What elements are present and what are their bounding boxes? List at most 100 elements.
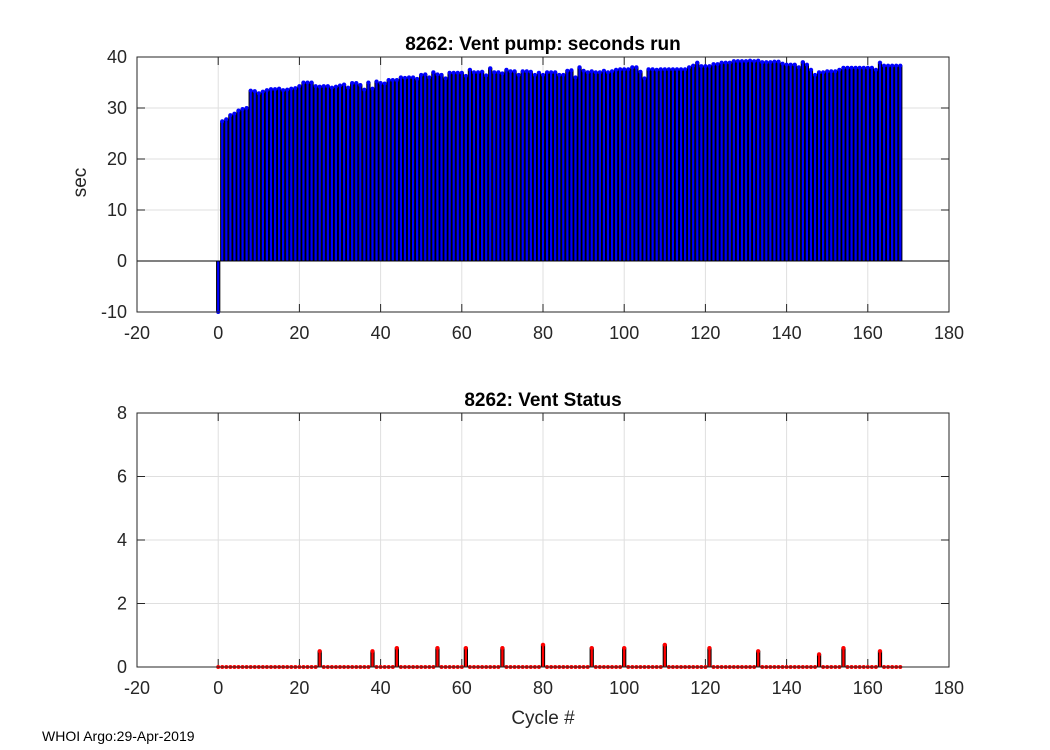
data-point [358,83,363,88]
bar [439,74,444,262]
data-point [573,75,578,80]
data-point [260,89,265,94]
bar [756,650,761,668]
bar [471,71,477,262]
data-point [435,72,440,77]
bar [699,65,704,262]
data-point [561,72,566,77]
data-point [817,70,822,75]
bar [354,82,359,262]
data-point [321,84,326,89]
data-point [581,68,586,73]
data-point [727,60,732,65]
bar [443,77,448,262]
data-point [739,59,744,64]
bar [792,64,797,262]
data-point [780,61,785,66]
data-point [220,119,225,124]
data-point [699,64,704,69]
data-point [378,81,383,86]
bar [853,67,858,262]
bar [869,67,874,262]
data-point [463,73,468,78]
x-tick-label: 20 [289,678,309,698]
data-point [317,649,322,654]
bar [317,650,322,668]
bar [796,66,801,262]
bar [301,82,306,262]
data-point [610,69,615,74]
bar [224,118,229,262]
bar [662,644,667,668]
data-point [415,76,420,81]
bar [394,647,399,668]
bar [861,67,866,262]
data-point [423,72,428,77]
data-point [691,63,696,68]
bar [691,65,696,262]
axes-box [136,412,950,668]
bar [849,67,854,262]
x-tick-label: 180 [934,678,964,698]
bar [232,113,237,262]
bar [492,71,497,262]
data-point [622,67,627,72]
bar [646,68,651,262]
bar [577,66,582,262]
data-point [463,645,468,650]
data-point [744,59,748,64]
bar [613,69,619,262]
data-point [333,84,338,89]
data-point [577,65,582,70]
bar [772,61,777,262]
data-point [589,69,594,74]
x-tick-label: 20 [289,323,309,343]
data-point [232,111,237,116]
data-point [325,84,330,89]
bar [768,61,773,262]
bar [601,70,607,262]
data-point [837,67,842,72]
bar [350,82,355,262]
data-point [792,62,797,67]
data-point [394,645,399,650]
bar [216,260,221,313]
data-point [593,70,598,75]
bar [764,61,769,262]
data-point [277,86,282,91]
data-point [877,649,882,654]
data-point [715,62,720,67]
data-point [898,63,903,68]
data-point [873,67,878,72]
data-point [435,645,440,650]
chart-title: 8262: Vent Status [464,390,621,411]
bar [784,64,789,262]
data-point [646,67,651,72]
data-point [695,60,700,65]
bar [423,73,428,262]
data-point [301,80,306,85]
data-point [264,88,269,93]
data-point [654,67,659,72]
bar [808,69,814,262]
data-point [585,70,590,75]
bar [264,89,270,262]
data-point [764,60,769,65]
bar [841,647,846,668]
bar [626,68,631,262]
bar [358,84,363,262]
data-point [427,75,432,80]
bar [711,63,716,262]
bar [370,88,375,262]
data-point [841,65,846,70]
bar [553,71,558,262]
data-point [484,73,489,78]
data-point [679,67,684,72]
data-point [362,87,367,92]
data-point [813,72,818,77]
bar [630,66,635,262]
data-point [504,67,509,72]
data-point [455,70,460,75]
bar [252,90,257,262]
